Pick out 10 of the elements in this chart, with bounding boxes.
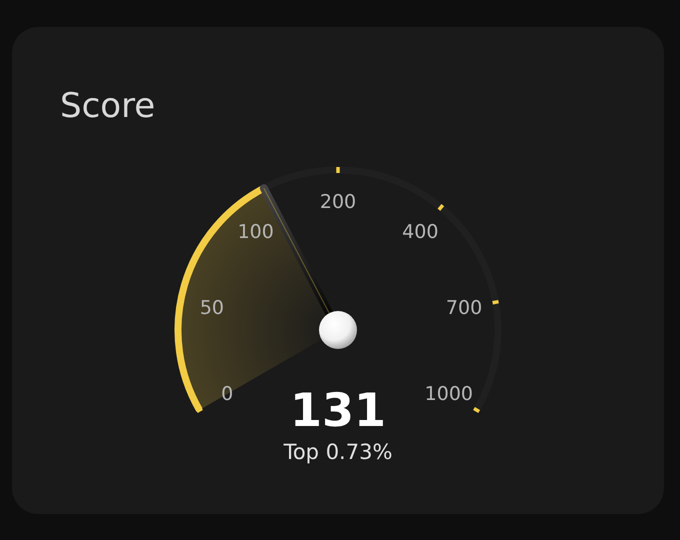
text: 400 xyxy=(402,220,438,243)
text: 200 xyxy=(320,191,356,213)
text: 100 xyxy=(238,220,274,243)
text: 1000 xyxy=(424,383,474,405)
text: 700 xyxy=(446,296,482,319)
data-label: 131 xyxy=(290,383,386,437)
text: 0 xyxy=(221,383,234,405)
text: Score xyxy=(60,86,156,126)
text: 50 xyxy=(200,296,224,319)
text: Top 0.73% xyxy=(282,440,392,464)
